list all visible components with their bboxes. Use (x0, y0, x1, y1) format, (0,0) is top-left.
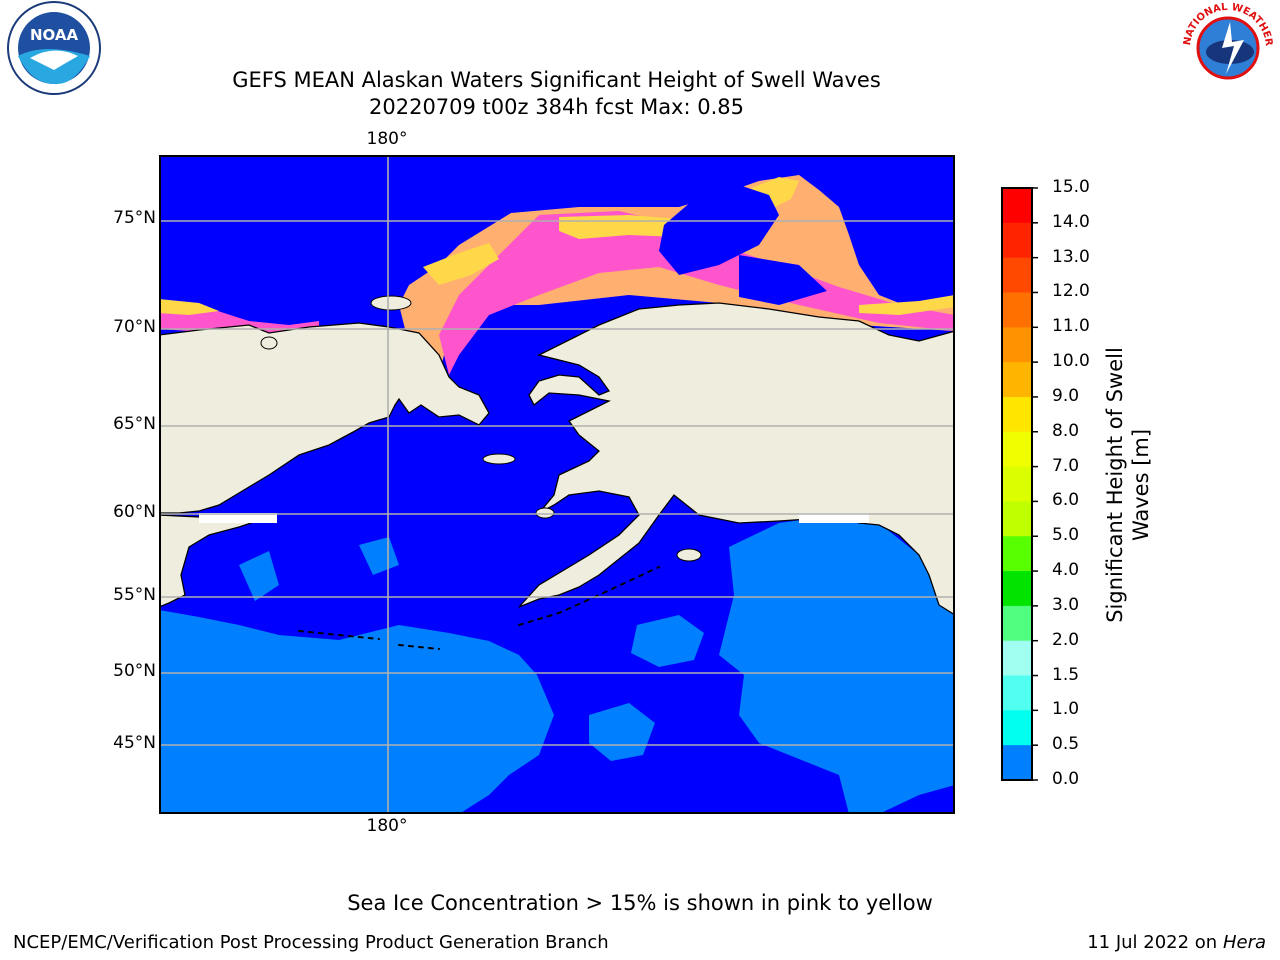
colorbar-title-line1: Significant Height of Swell (1103, 347, 1127, 623)
machine-name: Hera (1222, 932, 1266, 953)
colorbar-tick-label: 14.0 (1052, 211, 1090, 232)
colorbar-swatch (1002, 745, 1032, 781)
lat-label: 75°N (113, 208, 156, 228)
lat-label: 55°N (113, 585, 156, 605)
colorbar-frame (1001, 187, 1033, 781)
lat-label: 45°N (113, 733, 156, 753)
land-siberia (160, 322, 490, 514)
colorbar-swatch (1002, 362, 1032, 398)
colorbar-swatch (1002, 536, 1032, 572)
colorbar-tick-label: 2.0 (1052, 629, 1080, 650)
colorbar-tick-label: 13.0 (1052, 246, 1090, 267)
chart-subtitle: 20220709 t00z 384h fcst Max: 0.85 (369, 95, 744, 119)
lat-label: 60°N (113, 502, 156, 522)
colorbar-swatch (1002, 257, 1032, 293)
noaa-logo: NOAA (7, 1, 101, 95)
colorbar-title: Significant Height of Swell Waves [m] (1102, 347, 1154, 623)
island-st-lawrence (482, 453, 516, 465)
colorbar-tick-label: 1.5 (1052, 664, 1080, 685)
lat-label: 70°N (113, 317, 156, 337)
colorbar-tick-label: 12.0 (1052, 281, 1090, 302)
date-text: 11 Jul 2022 on (1087, 932, 1218, 953)
ocean-mid (160, 515, 954, 813)
graticule (160, 156, 954, 813)
colorbar (1001, 187, 1038, 781)
colorbar-swatch (1002, 292, 1032, 328)
lon-label-bottom: 180° (366, 816, 408, 836)
colorbar-swatch (1002, 675, 1032, 711)
colorbar-tick-label: 0.0 (1052, 769, 1080, 789)
colorbar-swatch (1002, 188, 1032, 224)
colorbar-tick-label: 1.0 (1052, 699, 1080, 720)
map-panel (159, 155, 955, 814)
aleutian-islands (298, 566, 660, 650)
sea-ice (160, 175, 954, 375)
colorbar-tick-label: 3.0 (1052, 594, 1080, 615)
credit-text: NCEP/EMC/Verification Post Processing Pr… (13, 932, 609, 953)
colorbar-tick-label: 5.0 (1052, 525, 1080, 546)
colorbar-swatch (1002, 710, 1032, 746)
colorbar-tick-label: 10.0 (1052, 351, 1090, 372)
colorbar-tick-label: 6.0 (1052, 490, 1080, 511)
lat-label: 50°N (113, 661, 156, 681)
colorbar-title-line2: Waves [m] (1129, 428, 1153, 542)
nws-logo: NATIONAL WEATHER SERVICE (1178, 0, 1274, 94)
island-wrangel (370, 295, 412, 311)
sea-ice-note: Sea Ice Concentration > 15% is shown in … (347, 891, 933, 915)
colorbar-swatch (1002, 571, 1032, 607)
colorbar-swatch (1002, 466, 1032, 502)
lat-label: 65°N (113, 414, 156, 434)
svg-text:NOAA: NOAA (30, 26, 79, 44)
colorbar-swatch (1002, 640, 1032, 677)
colorbar-swatch (1002, 327, 1032, 363)
colorbar-tick-label: 11.0 (1052, 316, 1090, 337)
colorbar-swatch (1002, 431, 1032, 468)
colorbar-tick-label: 15.0 (1052, 177, 1090, 197)
colorbar-tick-label: 0.5 (1052, 734, 1080, 755)
colorbar-tick-label: 8.0 (1052, 420, 1080, 441)
lon-label-top: 180° (366, 129, 408, 149)
island-herald (260, 336, 278, 350)
colorbar-swatch (1002, 396, 1032, 433)
island-kodiak (676, 548, 702, 562)
date-stamp: 11 Jul 2022 on Hera (1087, 932, 1266, 953)
colorbar-tick-label: 7.0 (1052, 455, 1080, 476)
land-alaska (518, 302, 954, 616)
chart-title: GEFS MEAN Alaskan Waters Significant Hei… (232, 68, 881, 92)
colorbar-swatch (1002, 605, 1032, 642)
island-nunivak (535, 507, 555, 519)
colorbar-swatch (1002, 222, 1032, 259)
colorbar-swatch (1002, 501, 1032, 537)
colorbar-tick-label: 9.0 (1052, 385, 1080, 406)
colorbar-tick-label: 4.0 (1052, 560, 1080, 581)
